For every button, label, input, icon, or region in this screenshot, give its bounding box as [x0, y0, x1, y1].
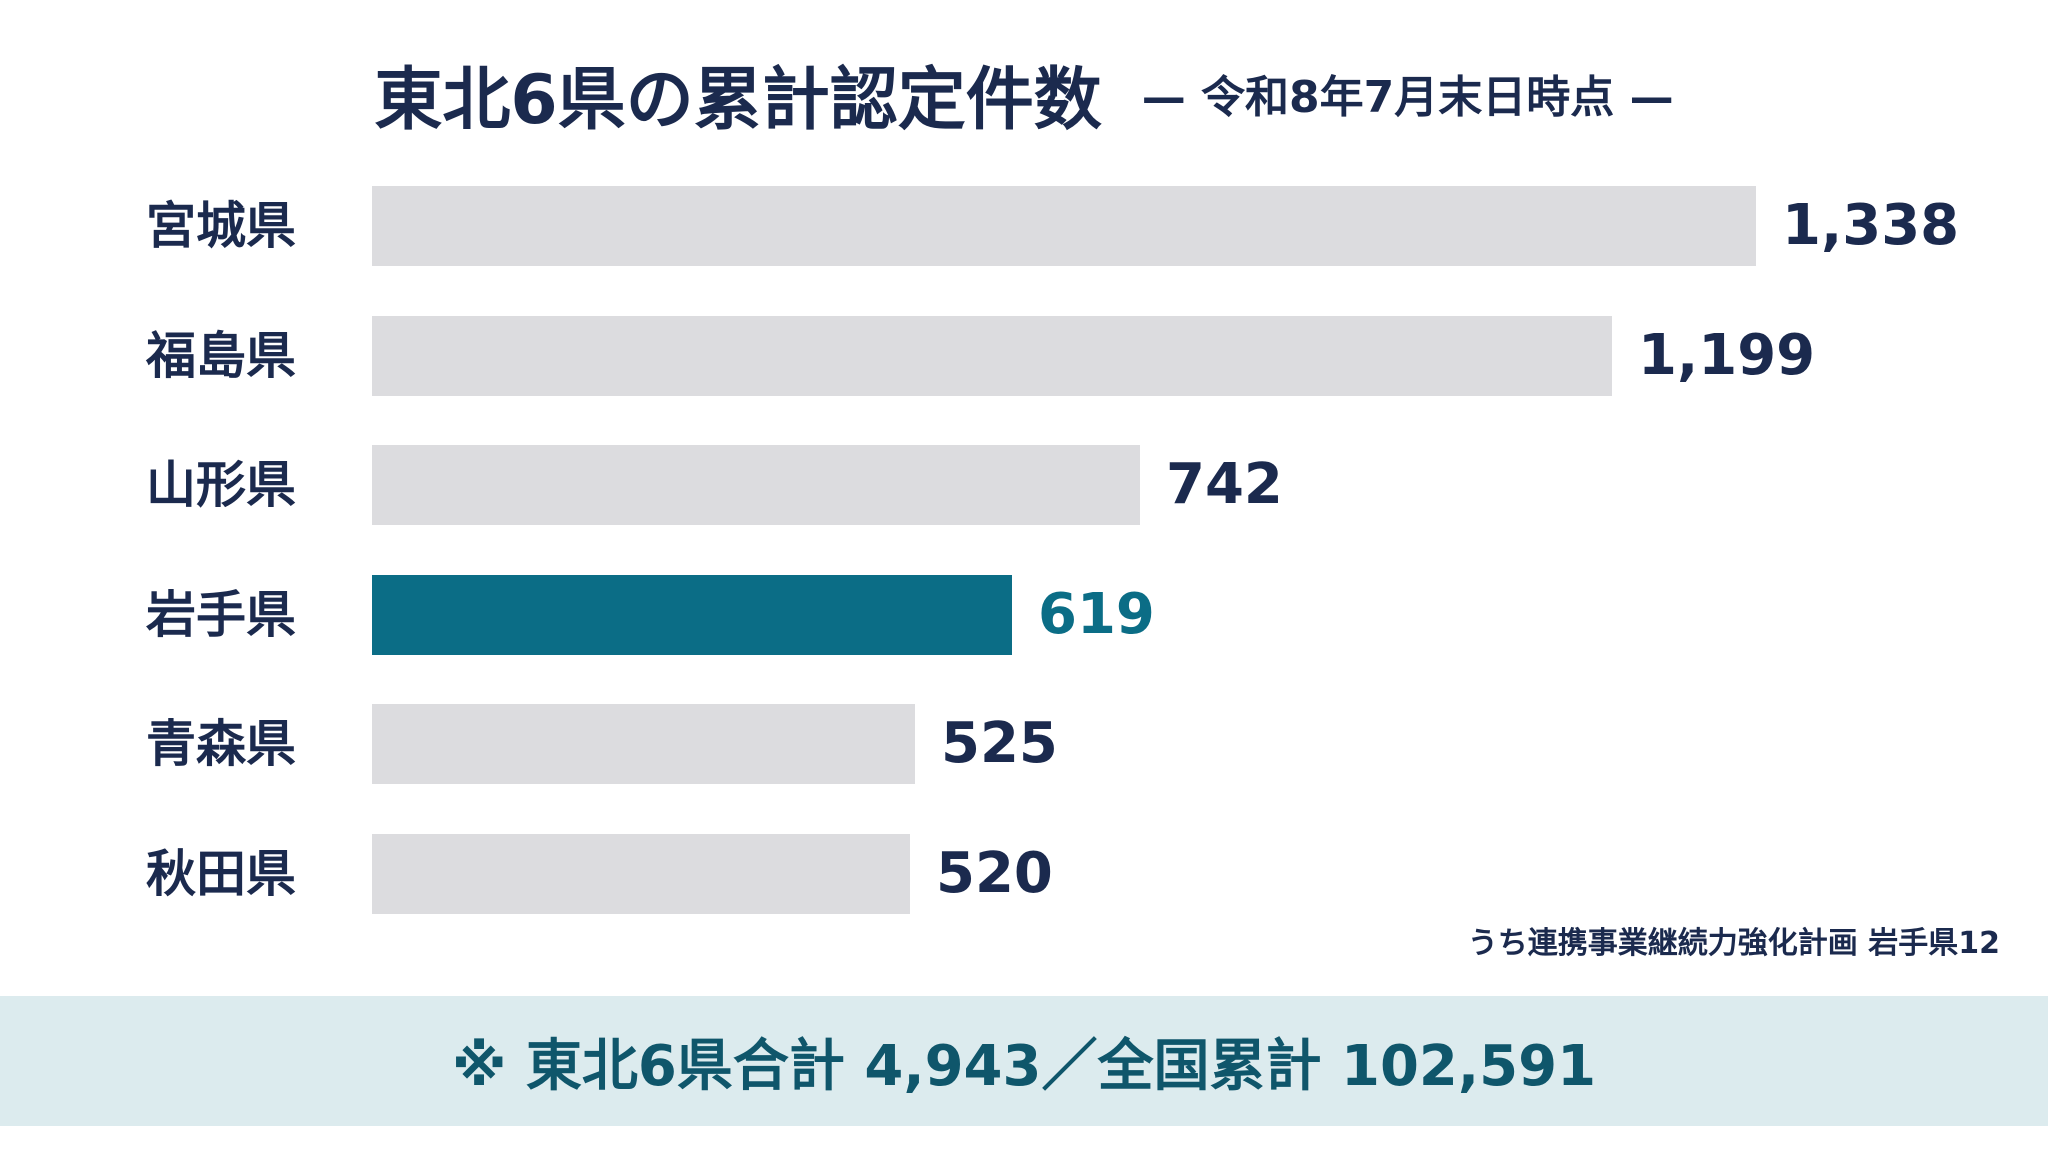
- value-label: 1,199: [1638, 322, 1816, 388]
- bar-row: 福島県 1,199: [0, 315, 2048, 396]
- bar: [372, 833, 910, 914]
- value-label: 619: [1038, 581, 1155, 647]
- bar-row: 山形県 742: [0, 445, 2048, 525]
- category-label: 宮城県: [146, 197, 296, 255]
- bar: [372, 315, 1612, 396]
- value-label: 520: [936, 840, 1053, 906]
- summary-text: ※ 東北6県合計 4,943／全国累計 102,591: [451, 1033, 1597, 1099]
- chart-title-subtitle: — 令和8年7月末日時点 —: [1141, 72, 1674, 123]
- chart-title-main: 東北6県の累計認定件数: [374, 60, 1102, 140]
- bar-row: 青森県 525: [0, 704, 2048, 784]
- category-label: 岩手県: [146, 585, 296, 644]
- bar: [372, 186, 1756, 266]
- bar: [372, 574, 1012, 655]
- category-label: 福島県: [146, 326, 296, 385]
- bar-row: 宮城県 1,338: [0, 186, 2048, 266]
- chart-title: 東北6県の累計認定件数 — 令和8年7月末日時点 —: [0, 48, 2048, 140]
- bar-row: 岩手県 619: [0, 574, 2048, 655]
- category-label: 山形県: [146, 456, 296, 514]
- value-label: 525: [941, 711, 1058, 776]
- value-label: 1,338: [1782, 193, 1960, 258]
- category-label: 青森県: [146, 715, 296, 773]
- value-label: 742: [1166, 452, 1283, 517]
- summary-banner: ※ 東北6県合計 4,943／全国累計 102,591: [0, 996, 2048, 1126]
- bar: [372, 704, 915, 784]
- bar: [372, 445, 1140, 525]
- category-label: 秋田県: [146, 844, 296, 903]
- footnote: うち連携事業継続力強化計画 岩手県12: [1467, 926, 2000, 961]
- bar-row: 秋田県 520: [0, 833, 2048, 914]
